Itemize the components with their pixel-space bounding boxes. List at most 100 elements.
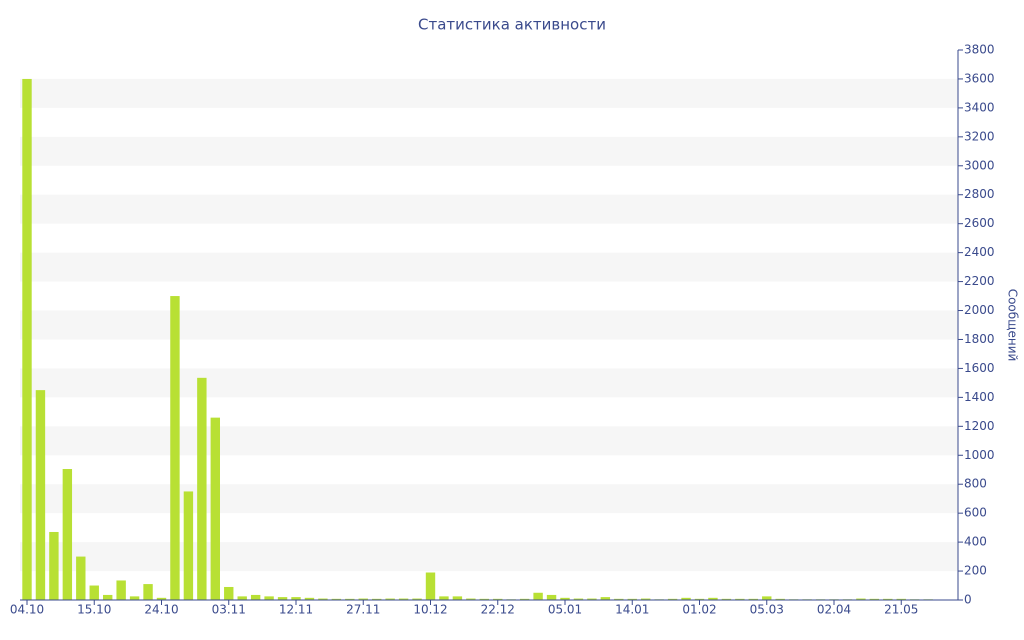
y-axis-label: Сообщений <box>1006 289 1020 362</box>
bar <box>627 598 637 600</box>
x-tick-label: 27.11 <box>346 603 380 617</box>
bar <box>62 469 73 600</box>
grid-band <box>20 426 958 456</box>
y-tick-label: 3600 <box>964 71 995 85</box>
y-tick-label: 3200 <box>964 129 995 143</box>
bar <box>587 598 597 600</box>
y-tick-label: 1000 <box>964 448 995 462</box>
grid-band <box>20 136 958 166</box>
bar <box>22 78 32 600</box>
bar <box>614 598 624 600</box>
y-tick-label: 1200 <box>964 419 995 433</box>
y-tick-label: 1600 <box>964 361 995 375</box>
x-tick-label: 15.10 <box>77 603 111 617</box>
bar <box>748 598 758 600</box>
bar <box>277 597 288 600</box>
bar <box>721 598 732 600</box>
y-tick-label: 400 <box>964 535 987 549</box>
bar <box>869 598 880 600</box>
bar <box>372 598 382 600</box>
bar <box>237 596 247 600</box>
bar <box>573 598 584 600</box>
bar <box>560 597 570 600</box>
y-tick-label: 0 <box>964 593 972 607</box>
chart-title: Статистика активности <box>418 16 606 34</box>
x-tick-label: 02.04 <box>817 603 851 617</box>
grid-band <box>20 252 958 282</box>
bar <box>103 594 113 600</box>
bar <box>600 597 611 600</box>
x-tick-label: 14.01 <box>615 603 649 617</box>
bar <box>735 598 745 600</box>
bar <box>304 597 315 600</box>
bar <box>76 556 86 600</box>
y-tick-label: 2600 <box>964 216 995 230</box>
bar <box>385 598 395 600</box>
bar <box>116 580 126 600</box>
bar <box>331 598 342 600</box>
y-tick-label: 200 <box>964 564 987 578</box>
grid-band <box>20 78 958 108</box>
bar <box>641 598 651 600</box>
bar <box>425 572 436 600</box>
bar <box>210 417 220 600</box>
bar <box>291 597 301 600</box>
grid-band <box>20 194 958 224</box>
bar <box>546 594 557 600</box>
bar <box>479 598 489 600</box>
bar <box>681 597 691 600</box>
bar <box>493 598 503 600</box>
bar <box>694 598 705 600</box>
bar <box>775 598 785 600</box>
x-tick-label: 05.01 <box>548 603 582 617</box>
bar <box>667 598 678 600</box>
bar <box>183 491 194 600</box>
x-tick-label: 01.02 <box>682 603 716 617</box>
bar <box>318 598 328 600</box>
bar <box>49 531 59 600</box>
x-tick-label: 10.12 <box>413 603 447 617</box>
x-tick-label: 03.11 <box>212 603 246 617</box>
bar <box>170 296 180 600</box>
bar <box>143 584 153 600</box>
x-tick-label: 22.12 <box>481 603 515 617</box>
bar <box>466 598 476 600</box>
y-tick-label: 3800 <box>964 43 995 57</box>
bar <box>250 594 261 600</box>
x-tick-label: 12.11 <box>279 603 313 617</box>
y-tick-label: 3400 <box>964 100 995 114</box>
y-tick-label: 2200 <box>964 274 995 288</box>
bar <box>345 598 355 600</box>
x-tick-label: 24.10 <box>144 603 178 617</box>
bar <box>129 596 140 600</box>
y-tick-label: 2400 <box>964 245 995 259</box>
bar <box>412 598 422 600</box>
bar <box>896 598 906 600</box>
bar <box>856 598 866 600</box>
x-tick-label: 04.10 <box>10 603 44 617</box>
bar <box>398 598 409 600</box>
bar <box>452 596 463 600</box>
x-tick-label: 05.03 <box>750 603 784 617</box>
bar <box>883 598 893 600</box>
y-tick-label: 800 <box>964 477 987 491</box>
y-tick-label: 1800 <box>964 332 995 346</box>
bar <box>533 592 543 600</box>
bar <box>197 377 207 600</box>
bar <box>762 596 772 600</box>
bar <box>35 390 46 600</box>
y-tick-label: 600 <box>964 506 987 520</box>
bar <box>224 586 234 600</box>
y-tick-label: 2000 <box>964 303 995 317</box>
bar <box>358 598 368 600</box>
grid-band <box>20 542 958 572</box>
y-tick-label: 3000 <box>964 158 995 172</box>
grid-band <box>20 368 958 398</box>
bar <box>708 597 718 600</box>
bar <box>156 597 167 600</box>
grid-band <box>20 310 958 340</box>
y-tick-label: 1400 <box>964 390 995 404</box>
grid-band <box>20 484 958 514</box>
y-tick-label: 2800 <box>964 187 995 201</box>
